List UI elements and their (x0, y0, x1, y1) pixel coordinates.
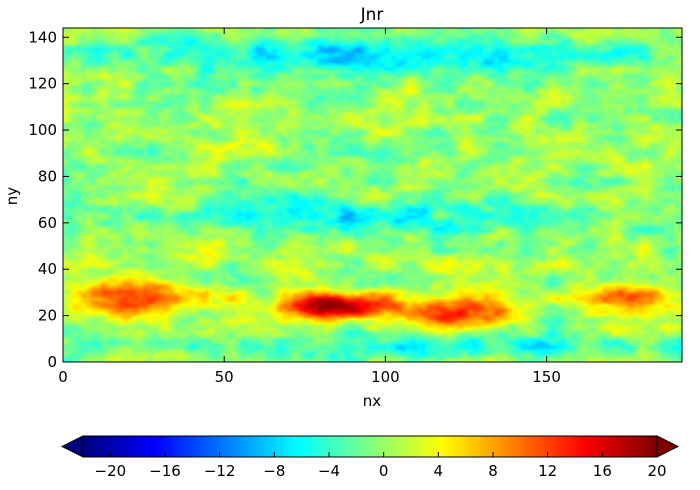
colorbar-tick-label: −8 (263, 462, 285, 480)
colorbar-tick-label: −12 (204, 462, 236, 480)
x-tick-label: 0 (58, 368, 68, 386)
y-tick-label: 80 (38, 167, 57, 185)
colorbar-frame (82, 435, 658, 458)
heatmap-area (62, 27, 683, 363)
y-tick-label: 40 (38, 260, 57, 278)
y-tick-label: 100 (28, 121, 57, 139)
x-tick-label: 50 (215, 368, 234, 386)
colorbar-extend-low (60, 435, 84, 458)
plot-frame (62, 27, 683, 363)
colorbar-gradient (83, 436, 657, 457)
colorbar-tick-label: −20 (95, 462, 127, 480)
y-axis-label: ny (3, 187, 21, 206)
x-tick-label: 100 (371, 368, 400, 386)
colorbar-tick-label: −4 (318, 462, 340, 480)
y-axis-ticks: 0 20 40 60 80 100 120 140 (28, 28, 682, 371)
x-axis-label: nx (363, 392, 382, 410)
x-tick-label: 150 (532, 368, 561, 386)
y-tick-label: 120 (28, 75, 57, 93)
y-tick-label: 60 (38, 214, 57, 232)
colorbar-tick-label: 16 (593, 462, 612, 480)
colorbar-ticks: −20 −16 −12 −8 −4 0 4 8 12 16 20 (95, 452, 667, 480)
colorbar: −20 −16 −12 −8 −4 0 4 8 12 16 20 (60, 435, 680, 480)
colorbar-tick-label: 12 (538, 462, 557, 480)
colorbar-tick-label: 0 (379, 462, 389, 480)
heatmap-image (63, 28, 682, 362)
colorbar-tick-label: 20 (647, 462, 666, 480)
colorbar-tick-label: 8 (488, 462, 498, 480)
x-axis-ticks: 0 50 100 150 (58, 28, 561, 386)
y-tick-label: 140 (28, 28, 57, 46)
chart-title: Jnr (360, 5, 384, 25)
colorbar-tick-label: −16 (149, 462, 181, 480)
colorbar-tick-label: 4 (434, 462, 444, 480)
colorbar-extend-high (656, 435, 680, 458)
y-tick-label: 20 (38, 307, 57, 325)
y-tick-label: 0 (47, 353, 57, 371)
